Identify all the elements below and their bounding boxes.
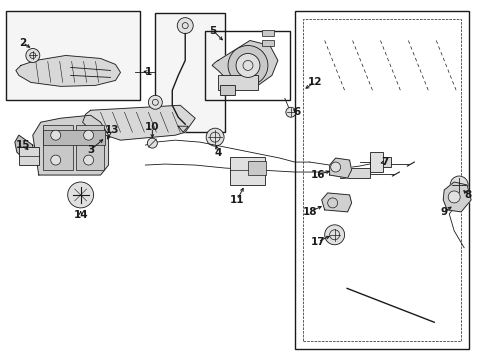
Bar — [76, 125, 103, 170]
Circle shape — [324, 225, 344, 245]
Text: 16: 16 — [310, 170, 325, 180]
Polygon shape — [82, 105, 195, 140]
Bar — [247, 161, 265, 175]
Text: 8: 8 — [464, 190, 471, 200]
Text: 13: 13 — [105, 125, 120, 135]
Bar — [369, 152, 383, 172]
Text: 9: 9 — [440, 207, 447, 217]
Bar — [294, 11, 468, 349]
Text: 17: 17 — [310, 237, 325, 247]
Bar — [369, 157, 390, 167]
Polygon shape — [178, 126, 188, 132]
Bar — [229, 157, 264, 185]
Bar — [42, 125, 73, 170]
Polygon shape — [329, 158, 351, 178]
Text: 7: 7 — [380, 157, 387, 167]
Text: 14: 14 — [73, 210, 88, 220]
Circle shape — [447, 191, 459, 203]
Circle shape — [206, 128, 224, 146]
Circle shape — [51, 155, 61, 165]
Bar — [155, 13, 224, 132]
Text: 15: 15 — [16, 140, 30, 150]
Circle shape — [83, 155, 93, 165]
Circle shape — [177, 18, 193, 33]
Bar — [19, 147, 39, 165]
Text: 2: 2 — [19, 37, 26, 48]
Text: 6: 6 — [293, 107, 300, 117]
Bar — [339, 168, 369, 178]
Text: 12: 12 — [307, 77, 321, 87]
Polygon shape — [33, 115, 108, 175]
Circle shape — [51, 130, 61, 140]
Circle shape — [285, 107, 295, 117]
Circle shape — [236, 54, 260, 77]
Bar — [205, 31, 289, 100]
Bar — [262, 40, 273, 45]
Bar — [42, 130, 104, 145]
Circle shape — [330, 162, 340, 172]
Text: 5: 5 — [209, 26, 216, 36]
Bar — [218, 75, 258, 90]
Bar — [302, 19, 460, 341]
Text: 3: 3 — [87, 145, 94, 155]
Polygon shape — [212, 41, 277, 88]
Polygon shape — [15, 135, 33, 158]
Text: 4: 4 — [214, 148, 222, 158]
Bar — [6, 11, 140, 100]
Circle shape — [227, 45, 267, 85]
Text: 1: 1 — [144, 67, 152, 77]
Circle shape — [449, 176, 467, 194]
Polygon shape — [442, 182, 470, 212]
Circle shape — [67, 182, 93, 208]
Circle shape — [26, 49, 40, 62]
Bar — [220, 85, 235, 95]
Text: 10: 10 — [145, 122, 159, 132]
Circle shape — [148, 95, 162, 109]
Bar — [262, 30, 273, 36]
Circle shape — [147, 138, 157, 148]
Text: 11: 11 — [229, 195, 244, 205]
Text: 18: 18 — [302, 207, 316, 217]
Polygon shape — [321, 193, 351, 212]
Polygon shape — [16, 55, 120, 86]
Circle shape — [83, 130, 93, 140]
